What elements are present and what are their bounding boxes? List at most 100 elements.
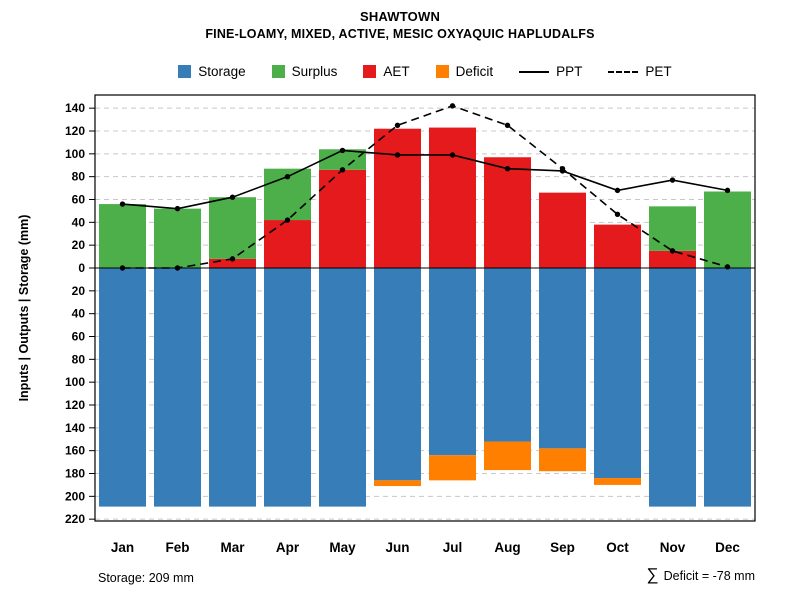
ppt-line-marker-may — [339, 147, 346, 154]
bar-storage-aug — [484, 268, 531, 442]
legend-label-deficit: Deficit — [455, 64, 494, 79]
ppt-line-marker-apr — [284, 173, 291, 180]
y-tick-label: 80 — [72, 170, 86, 184]
y-tick-label: 120 — [65, 124, 85, 138]
pet-line-marker-dec — [724, 264, 731, 270]
legend-label-aet: AET — [383, 64, 410, 79]
bar-storage-mar — [209, 268, 256, 507]
legend-item-ppt: PPT — [519, 64, 582, 79]
deficit-color-swatch — [435, 65, 449, 78]
bar-deficit-sep — [539, 448, 586, 472]
ppt-line-marker-oct — [614, 187, 621, 194]
pet-line-marker-nov — [669, 248, 676, 254]
storage-color-swatch — [178, 65, 192, 78]
surplus-color-swatch — [271, 65, 285, 78]
ppt-line-sample — [519, 70, 550, 73]
bar-surplus-jan — [99, 204, 146, 268]
ppt-line-marker-nov — [669, 177, 676, 183]
legend-item-surplus: Surplus — [271, 64, 338, 79]
bar-aet-mar — [209, 258, 256, 268]
legend-item-deficit: Deficit — [435, 64, 494, 79]
bar-storage-sep — [539, 268, 586, 449]
y-tick-label: 20 — [72, 284, 86, 298]
pet-line-marker-jun — [394, 122, 401, 128]
bar-surplus-may — [319, 149, 366, 170]
legend-label-surplus: Surplus — [291, 64, 338, 79]
bar-deficit-jul — [429, 455, 476, 481]
y-tick-label: 100 — [65, 147, 85, 161]
bar-aet-jul — [429, 127, 476, 269]
x-tick-label-mar: Mar — [220, 540, 245, 555]
y-tick-label: 220 — [65, 512, 85, 526]
y-tick-label: 200 — [65, 489, 85, 503]
bar-aet-oct — [594, 224, 641, 268]
plot-border — [94, 94, 756, 522]
bar-surplus-dec — [704, 191, 751, 268]
y-tick-label: 140 — [65, 421, 85, 435]
y-tick-label: 60 — [72, 192, 86, 206]
pet-line-sample — [608, 70, 639, 73]
bar-deficit-jun — [374, 480, 421, 487]
ppt-line-marker-dec — [724, 187, 731, 194]
chart-header: SHAWTOWN FINE-LOAMY, MIXED, ACTIVE, MESI… — [0, 9, 800, 41]
bar-surplus-nov — [649, 206, 696, 251]
x-tick-label-may: May — [329, 540, 356, 555]
legend-label-pet: PET — [645, 64, 672, 79]
pet-line — [122, 105, 728, 269]
ppt-line-marker-jun — [394, 152, 401, 158]
x-tick-label-apr: Apr — [276, 540, 300, 555]
chart-title: SHAWTOWN — [359, 9, 441, 24]
chart-legend: Storage Surplus AET Deficit PPT PET — [95, 64, 755, 79]
ppt-line-marker-aug — [504, 165, 511, 172]
storage-total-note: Storage: 209 mm — [98, 571, 194, 585]
bar-aet-sep — [539, 192, 586, 268]
y-tick-label: 140 — [65, 101, 85, 115]
y-tick-label: 0 — [78, 261, 85, 275]
pet-line-marker-apr — [284, 217, 291, 223]
x-tick-label-jun: Jun — [385, 540, 409, 555]
pet-line-marker-jan — [119, 265, 126, 271]
legend-item-pet: PET — [608, 64, 672, 79]
deficit-total-text: Deficit = -78 mm — [663, 569, 755, 583]
ppt-line-marker-sep — [559, 168, 566, 174]
pet-line-marker-jul — [449, 103, 456, 109]
bar-deficit-aug — [484, 441, 531, 471]
pet-line-marker-feb — [174, 265, 181, 271]
legend-label-storage: Storage — [198, 64, 246, 79]
sigma-symbol: ∑ — [646, 565, 659, 584]
bar-storage-jun — [374, 268, 421, 481]
bar-surplus-mar — [209, 197, 256, 259]
legend-item-storage: Storage — [178, 64, 246, 79]
bar-aet-jun — [374, 128, 421, 268]
chart-subtitle: FINE-LOAMY, MIXED, ACTIVE, MESIC OXYAQUI… — [205, 27, 595, 41]
pet-line-marker-may — [339, 167, 346, 173]
y-tick-label: 40 — [72, 307, 86, 321]
bar-storage-apr — [264, 268, 311, 507]
pet-line-marker-oct — [614, 211, 621, 218]
ppt-line-marker-mar — [229, 194, 236, 200]
bar-surplus-feb — [154, 208, 201, 268]
bar-deficit-oct — [594, 478, 641, 485]
bar-storage-dec — [704, 268, 751, 507]
x-tick-label-dec: Dec — [715, 540, 740, 555]
legend-label-ppt: PPT — [556, 64, 583, 79]
ppt-line — [122, 149, 728, 210]
bar-storage-jul — [429, 268, 476, 456]
bar-storage-may — [319, 268, 366, 507]
bar-aet-apr — [264, 220, 311, 268]
bar-storage-feb — [154, 268, 201, 507]
pet-line-marker-aug — [504, 122, 511, 128]
x-tick-label-aug: Aug — [494, 540, 520, 555]
ppt-line-marker-jul — [449, 152, 456, 158]
x-tick-label-jan: Jan — [111, 540, 134, 555]
y-tick-label: 120 — [65, 398, 85, 412]
legend-item-aet: AET — [363, 64, 410, 79]
bar-aet-aug — [484, 157, 531, 268]
y-tick-label: 60 — [72, 330, 86, 344]
y-tick-label: 20 — [72, 238, 86, 252]
bar-storage-oct — [594, 268, 641, 479]
x-tick-label-oct: Oct — [606, 540, 629, 555]
x-tick-label-jul: Jul — [443, 540, 463, 555]
y-tick-label: 80 — [72, 352, 86, 366]
